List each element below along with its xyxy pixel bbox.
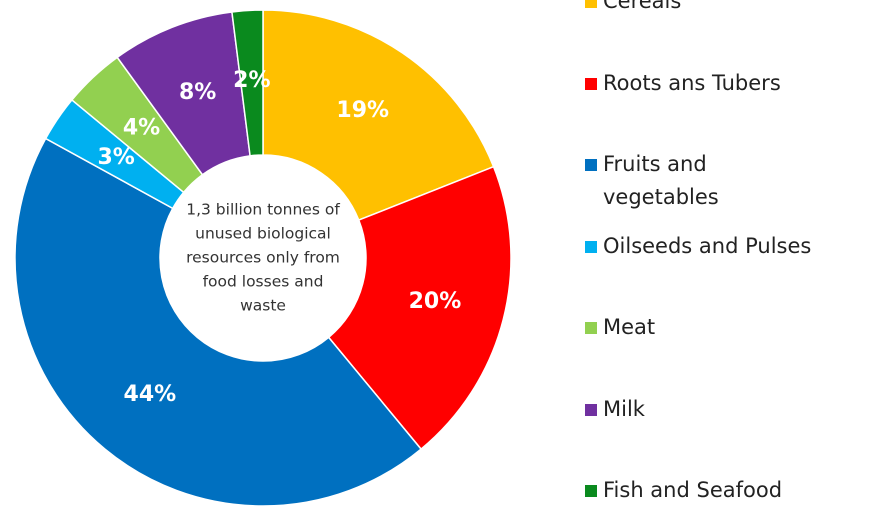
legend-label: Meat — [603, 315, 656, 339]
center-text: 1,3 billion tonnes of — [186, 201, 340, 219]
legend-label: Roots ans Tubers — [603, 70, 781, 95]
donut-slice — [231, 9, 264, 157]
data-label: 19% — [336, 98, 389, 123]
legend-swatch — [585, 77, 597, 90]
legend-swatch — [585, 159, 597, 171]
legend-swatch — [585, 485, 597, 497]
center-text: food losses and — [203, 273, 324, 291]
center-text: unused biological — [195, 225, 331, 243]
legend-item: Oilseeds and Pulses — [585, 230, 811, 263]
legend: Cereals Roots ans Tubers Fruits and vegeta… — [585, 0, 875, 513]
legend-label: Fish and Seafood — [603, 478, 783, 502]
data-label: 3% — [98, 145, 135, 170]
legend-item: Fruits and vegetables — [585, 148, 743, 214]
legend-item: Meat — [585, 311, 655, 344]
legend-swatch — [585, 0, 597, 8]
donut-slice — [14, 137, 423, 507]
legend-item: Cereals — [585, 0, 681, 18]
data-label: 4% — [123, 116, 160, 141]
donut-slice — [262, 9, 495, 222]
legend-label: Oilseeds and Pulses — [603, 233, 812, 258]
center-text: waste — [240, 297, 286, 315]
legend-swatch — [585, 322, 597, 334]
legend-swatch — [585, 403, 597, 416]
legend-item: Roots ans Tubers — [585, 67, 781, 100]
center-text: resources only from — [186, 249, 340, 267]
legend-item: Milk — [585, 393, 645, 426]
data-label: 20% — [409, 289, 462, 314]
legend-swatch — [585, 240, 597, 253]
data-label: 2% — [233, 68, 270, 93]
legend-label: Fruits and vegetables — [603, 152, 719, 209]
legend-label: Milk — [603, 396, 645, 421]
data-label: 44% — [124, 382, 177, 407]
chart: 19% 20% 44% 3% 4% 8% 2% 1,3 billion tonnes of un… — [14, 9, 512, 507]
legend-item: Fish and Seafood — [585, 474, 782, 507]
legend-label: Cereals — [603, 0, 682, 13]
data-label: 8% — [179, 80, 216, 105]
donut-slice — [327, 165, 512, 451]
